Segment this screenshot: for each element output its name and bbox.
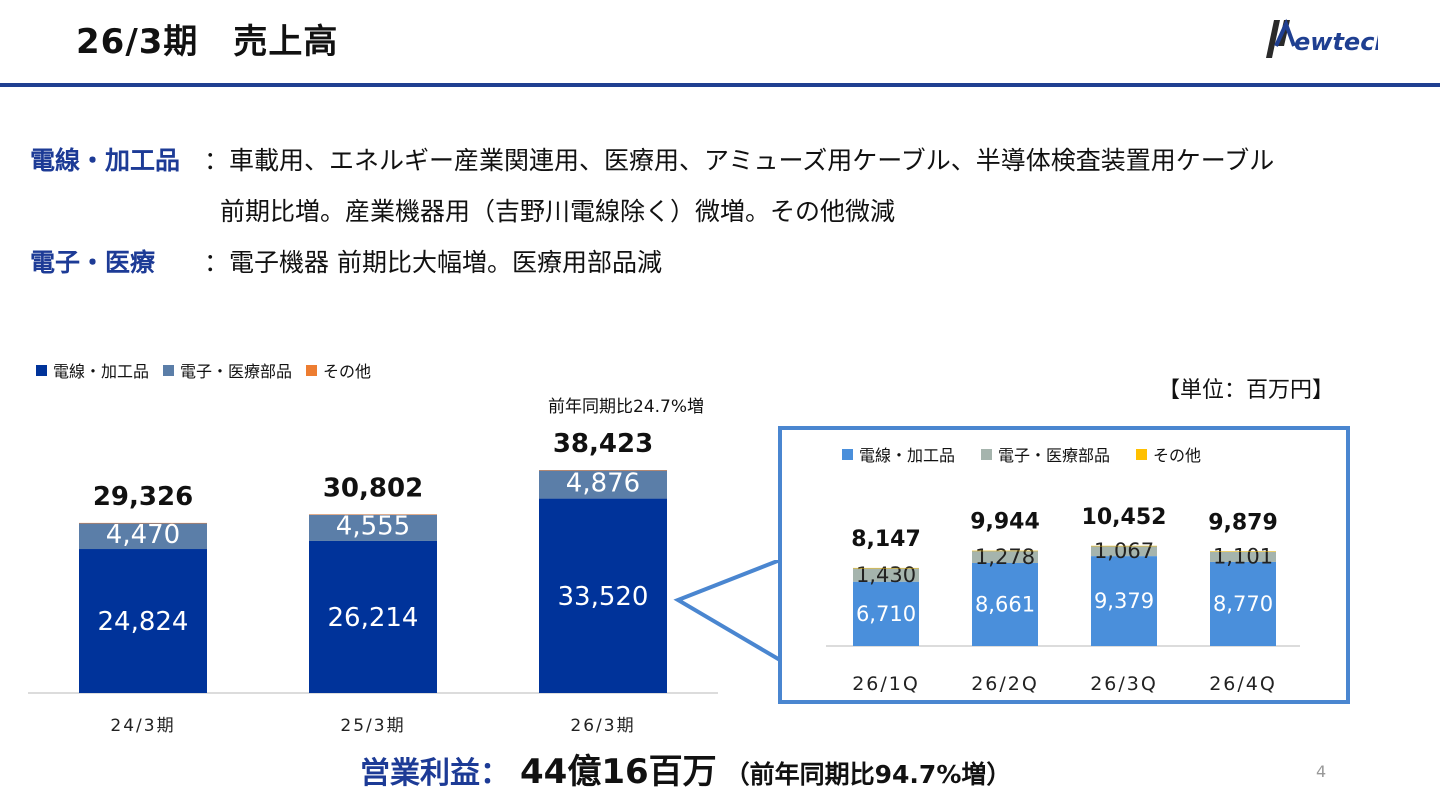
category-label: 26/1Q [852,673,920,695]
yoy-growth-note: 前年同期比24.7%増 [548,397,705,417]
legend-swatch-wire [36,364,47,376]
total-label: 9,944 [970,510,1040,535]
bar-segment-other [1210,551,1276,552]
data-label-electronic: 1,430 [856,563,916,587]
legend-item-electronic: 電子・医療部品 [163,358,292,382]
q-legend-label-wire: 電線・加工品 [859,446,956,465]
q-legend-item-other: その他 [1136,442,1201,466]
q-legend-item-electronic: 電子・医療部品 [981,442,1110,466]
operating-profit-label: 営業利益： [360,756,510,791]
data-label-wire: 6,710 [856,602,916,626]
legend-label-other: その他 [323,362,372,381]
total-label: 10,452 [1082,505,1167,530]
q-legend-item-wire: 電線・加工品 [842,442,955,466]
total-label: 9,879 [1208,510,1278,535]
bar-segment-electronic [539,470,667,499]
bar-segment-other [539,470,667,471]
total-label: 30,802 [323,473,423,503]
bar-segment-electronic [853,567,919,582]
operating-profit-yoy: （前年同期比94.7%増） [724,760,1012,789]
operating-profit-line: 営業利益： 44億16百万 （前年同期比94.7%増） [360,744,1011,793]
bar-segment-wire [539,498,667,693]
data-label-electronic: 4,470 [106,520,180,550]
data-label-electronic: 1,101 [1213,545,1273,569]
data-label-wire: 9,379 [1094,589,1154,613]
header-rule [0,83,1440,87]
bar-segment-other [79,522,207,524]
segment-wire-line2: 前期比増。産業機器用（吉野川電線除く）微増。その他微減 [220,197,896,226]
company-logo: ewtech [1264,16,1392,62]
segment-wire-name: 電線・加工品 [30,146,181,175]
category-label: 26/3Q [1090,673,1158,695]
bar-segment-electronic [972,550,1038,563]
bar-segment-other [853,567,919,569]
legend-label-wire: 電線・加工品 [53,362,150,381]
data-label-wire: 26,214 [328,603,419,633]
data-label-wire: 8,770 [1213,592,1273,616]
total-label: 38,423 [553,429,653,459]
data-label-electronic: 1,278 [975,545,1035,569]
data-label-wire: 33,520 [558,582,649,612]
total-label: 8,147 [851,527,921,552]
bar-segment-electronic [1210,551,1276,562]
category-label: 26/4Q [1209,673,1277,695]
bar-segment-wire [79,549,207,693]
category-label: 25/3期 [340,716,405,736]
data-label-wire: 8,661 [975,592,1035,616]
data-label-wire: 24,824 [98,607,189,637]
legend-item-other: その他 [306,358,371,382]
q-legend-label-electronic: 電子・医療部品 [998,446,1111,465]
bar-segment-wire [309,540,437,693]
bar-segment-wire [853,581,919,646]
legend-item-wire: 電線・加工品 [36,358,149,382]
q-legend-swatch-wire [842,448,853,460]
bar-segment-other [309,514,437,515]
legend-label-electronic: 電子・医療部品 [180,362,293,381]
quarterly-sales-chart: 6,710 1,430 8,147 26/1Q 8,661 1,278 9,944 26/2Q… [826,505,1300,695]
legend-swatch-electronic [163,364,175,376]
bar-segment-other [1091,545,1157,547]
q-legend-swatch-electronic [981,448,993,460]
q-legend-swatch-other [1136,448,1148,460]
newtech-logo-mark: ewtech [1266,18,1392,58]
page-title: 26/3期 売上高 [76,22,339,62]
bar-segment-other [972,550,1038,552]
page-number: 4 [1316,762,1327,781]
segment-electronic-name: 電子・医療 [30,248,156,277]
unit-label: 【単位：百万円】 [1158,378,1335,403]
bar-segment-electronic [1091,545,1157,557]
category-label: 26/3期 [570,716,635,736]
annual-sales-chart: 24,824 4,470 29,326 24/3期 26,214 4,555 30,802 2… [28,429,718,736]
callout-connector [673,560,782,662]
data-label-electronic: 4,876 [566,468,640,498]
data-label-electronic: 4,555 [336,512,410,542]
bar-segment-electronic [79,523,207,550]
bar-segment-wire [972,562,1038,646]
segment-electronic-line1: ：電子機器 前期比大幅増。医療用部品減 [204,248,662,277]
bar-segment-wire [1091,556,1157,646]
category-label: 24/3期 [110,716,175,736]
category-label: 26/2Q [971,673,1039,695]
annual-legend: 電線・加工品 電子・医療部品 その他 [36,358,385,382]
svg-text:ewtech: ewtech [1294,28,1378,56]
total-label: 29,326 [93,482,193,512]
data-label-electronic: 1,067 [1094,539,1154,563]
bar-segment-electronic [309,514,437,541]
operating-profit-value: 44億16百万 [520,752,717,792]
q-legend-label-other: その他 [1153,446,1202,465]
bar-segment-wire [1210,561,1276,646]
quarterly-legend: 電線・加工品 電子・医療部品 その他 [842,442,1215,466]
segment-wire-line1: ：車載用、エネルギー産業関連用、医療用、アミューズ用ケーブル、半導体検査装置用ケ… [204,146,1275,175]
legend-swatch-other [306,364,318,376]
